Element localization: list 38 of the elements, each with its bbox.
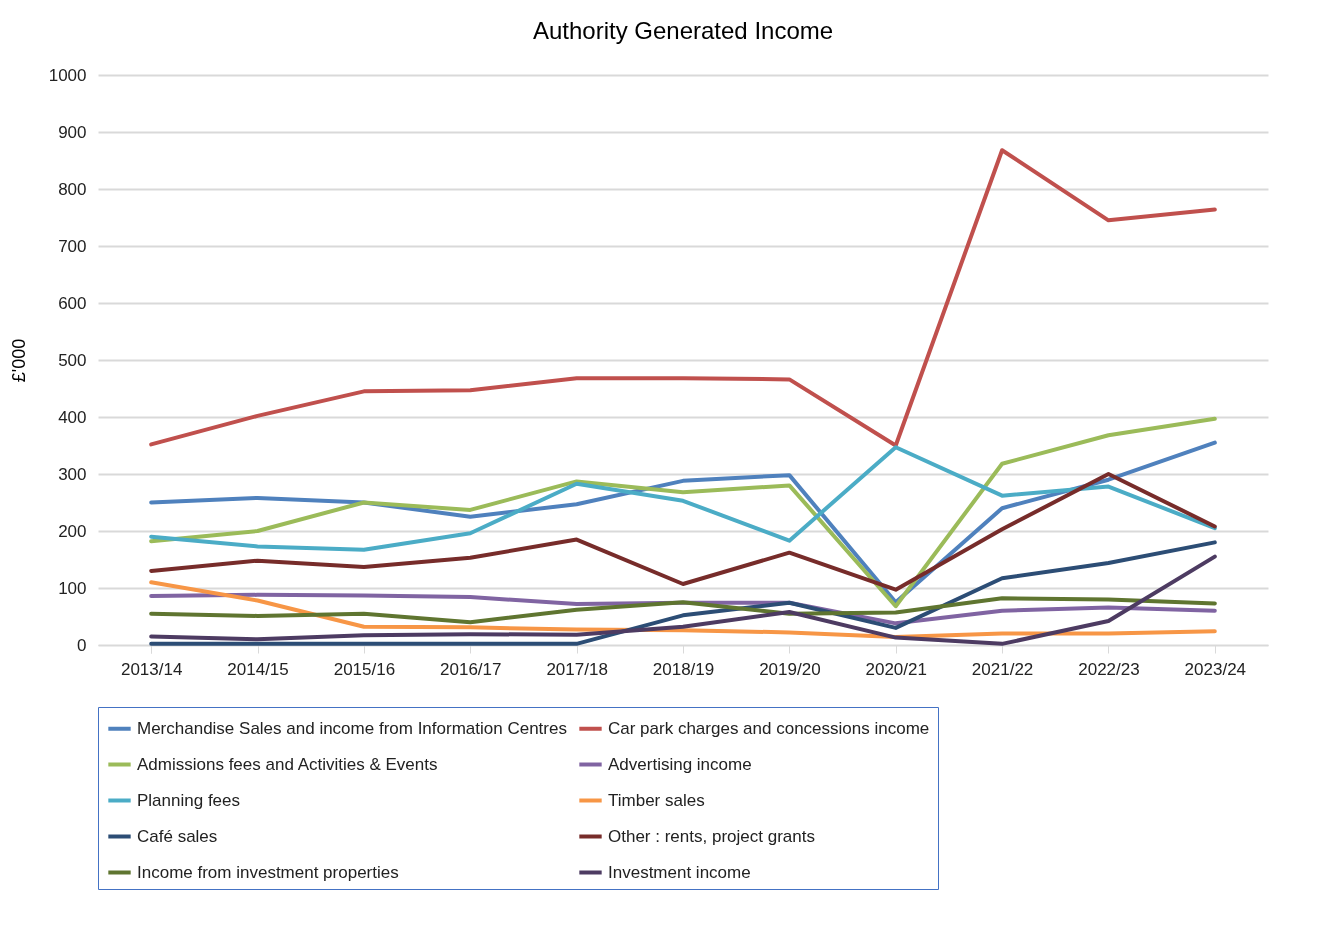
y-tick-label: 600 bbox=[58, 293, 87, 313]
y-tick-label: 700 bbox=[58, 236, 87, 256]
y-tick-label: 0 bbox=[77, 635, 87, 655]
legend-label: Other : rents, project grants bbox=[608, 826, 815, 846]
legend-label: Car park charges and concessions income bbox=[608, 718, 930, 738]
line-series bbox=[149, 580, 1217, 640]
y-tick-label: 500 bbox=[58, 350, 87, 370]
y-tick-label: 300 bbox=[58, 464, 87, 484]
x-tick-label: 2023/24 bbox=[1184, 659, 1247, 679]
line-series bbox=[149, 472, 1217, 592]
x-tick-label: 2016/17 bbox=[440, 659, 502, 679]
legend-label: Merchandise Sales and income from Information Centres bbox=[137, 718, 567, 738]
y-tick-label: 1000 bbox=[48, 65, 87, 85]
x-tick-label: 2021/22 bbox=[971, 659, 1034, 679]
legend-label: Timber sales bbox=[608, 790, 705, 810]
x-tick-label: 2018/19 bbox=[652, 659, 715, 679]
legend-label: Advertising income bbox=[608, 754, 752, 774]
line-series bbox=[149, 148, 1217, 448]
line-series bbox=[149, 445, 1217, 552]
x-tick-label: 2017/18 bbox=[546, 659, 608, 679]
legend-label: Admissions fees and Activities & Events bbox=[137, 754, 438, 774]
chart-title: Authority Generated Income bbox=[532, 17, 834, 44]
legend-label: Café sales bbox=[137, 826, 218, 846]
y-tick-label: 100 bbox=[58, 578, 87, 598]
x-tick-label: 2022/23 bbox=[1078, 659, 1140, 679]
y-tick-label: 400 bbox=[58, 407, 87, 427]
legend-label: Investment income bbox=[608, 862, 751, 882]
legend-label: Planning fees bbox=[137, 790, 241, 810]
y-tick-label: 800 bbox=[58, 179, 87, 199]
x-tick-label: 2015/16 bbox=[333, 659, 396, 679]
x-tick-label: 2019/20 bbox=[759, 659, 821, 679]
x-tick-label: 2014/15 bbox=[227, 659, 289, 679]
legend-label: Income from investment properties bbox=[137, 862, 399, 882]
y-axis-title: £'000 bbox=[8, 338, 29, 383]
x-tick-label: 2020/21 bbox=[865, 659, 927, 679]
y-tick-label: 200 bbox=[58, 521, 87, 541]
x-tick-label: 2013/14 bbox=[120, 659, 183, 679]
y-tick-label: 900 bbox=[58, 122, 87, 142]
